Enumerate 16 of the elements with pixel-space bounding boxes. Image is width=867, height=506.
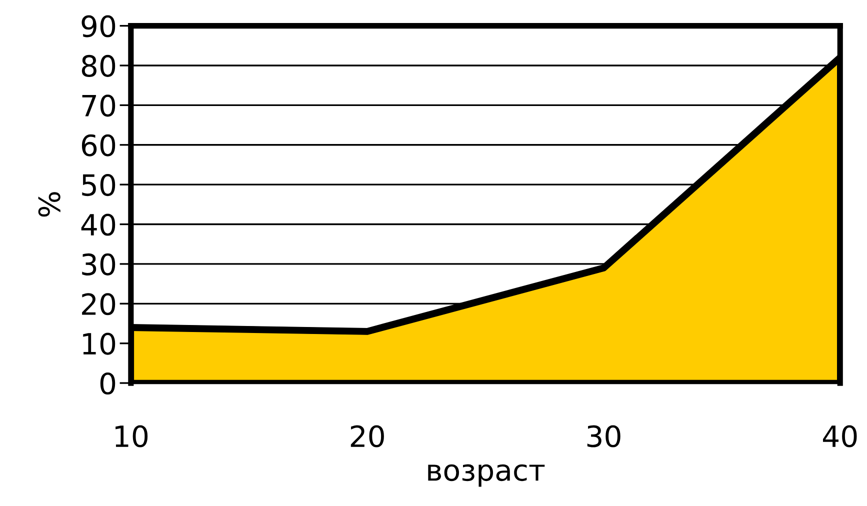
x-tick-label: 10 — [116, 425, 148, 448]
y-axis-title: % — [38, 192, 60, 217]
y-tick-label: 90 — [82, 15, 116, 38]
x-tick-label: 30 — [587, 425, 620, 448]
y-tick-label: 20 — [82, 293, 116, 316]
y-tick-label: 50 — [82, 174, 116, 196]
y-tick-label: 70 — [82, 94, 116, 117]
x-axis-title: возраст — [428, 464, 545, 487]
y-tick-label: 40 — [81, 214, 116, 236]
y-tick-label: 80 — [82, 54, 116, 77]
y-tick-label: 0 — [100, 372, 116, 395]
y-tick-label: 10 — [83, 332, 116, 355]
x-tick-label: 40 — [822, 425, 857, 448]
y-tick-label: 30 — [82, 253, 116, 276]
y-tick-label: 60 — [82, 134, 116, 156]
x-tick-label: 20 — [350, 425, 384, 448]
